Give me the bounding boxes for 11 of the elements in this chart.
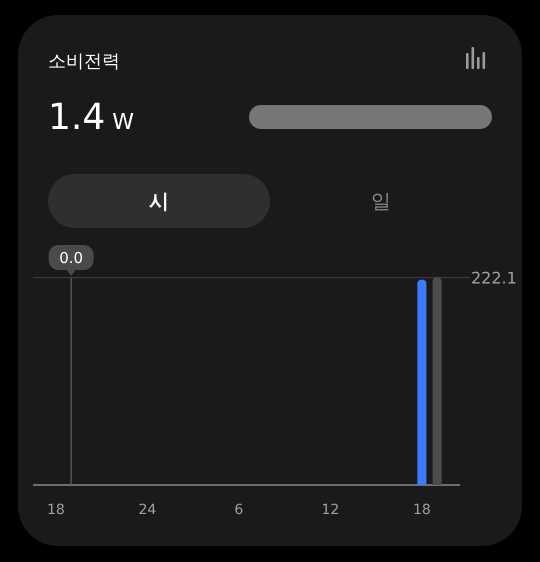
x-tick-label: 18 xyxy=(412,502,431,518)
text: 0.0 xyxy=(59,249,84,267)
chart-title: 소비전력 xyxy=(48,51,120,72)
x-tick-label: 24 xyxy=(138,502,156,518)
x-tick-label: 12 xyxy=(321,502,340,518)
text: 시 xyxy=(149,189,169,213)
x-tick-label: 18 xyxy=(46,502,65,518)
text: 일 xyxy=(371,189,391,213)
chart-subtitle: 1.4 W xyxy=(48,97,134,138)
x-tick-label: 6 xyxy=(234,502,244,518)
text: 222.1 xyxy=(471,268,517,288)
